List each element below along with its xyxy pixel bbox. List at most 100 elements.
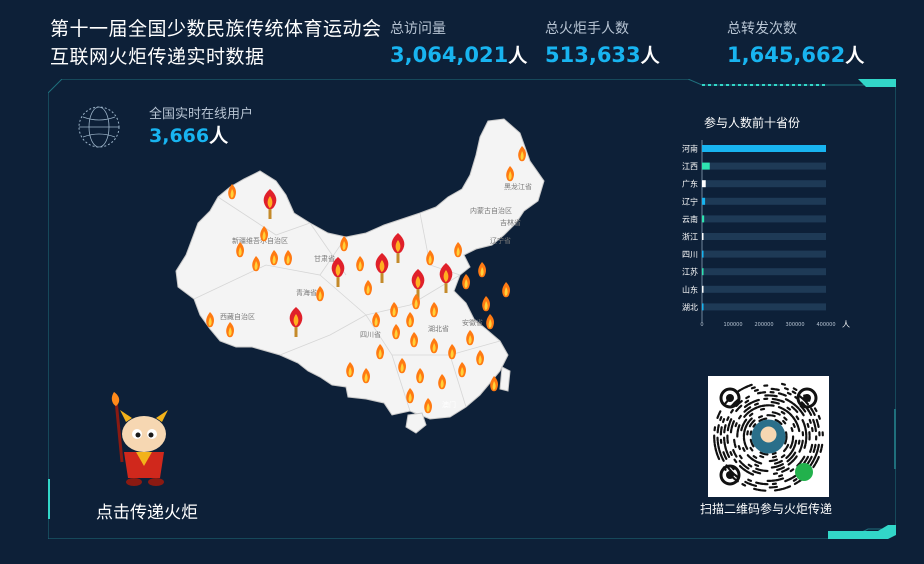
qr-module [785, 454, 790, 459]
qr-module [804, 400, 810, 406]
qr-module [778, 459, 783, 464]
qr-module [774, 388, 780, 392]
qr-module [752, 455, 758, 459]
qr-code [708, 376, 829, 497]
qr-module [806, 407, 811, 413]
qr-module [738, 414, 742, 420]
x-tick-label: 200000 [754, 322, 773, 328]
qr-module [717, 424, 720, 430]
stat-unit: 人 [640, 45, 660, 67]
bar-label: 湖北 [682, 303, 698, 312]
qr-module [737, 445, 741, 451]
qr-module [747, 463, 753, 468]
qr-module [732, 400, 737, 406]
qr-module [786, 391, 792, 396]
qr-module [792, 443, 797, 449]
qr-module [794, 419, 798, 425]
qr-module [744, 399, 750, 404]
qr-module [791, 474, 797, 479]
qr-module [733, 452, 738, 458]
qr-module [806, 459, 811, 465]
stat-total-torchbearers: 总火炬手人数 513,633人 [545, 18, 660, 68]
bar-track [702, 250, 826, 258]
qr-module [750, 400, 756, 404]
qr-module [814, 459, 819, 465]
qr-module [753, 388, 759, 392]
qr-module [748, 417, 753, 422]
qr-module [798, 395, 804, 400]
stat-total-shares: 总转发次数 1,645,662人 [727, 18, 864, 68]
relay-torch-button[interactable]: 点击传递火炬 [96, 503, 198, 523]
qr-module [719, 453, 723, 459]
qr-module [777, 392, 783, 396]
qr-module [774, 464, 781, 468]
qr-module [773, 461, 780, 465]
dragon-mascot [111, 392, 168, 486]
qr-module [743, 418, 748, 424]
qr-module [774, 478, 781, 482]
qr-finder [796, 387, 818, 409]
qr-module [812, 411, 816, 416]
qr-module [750, 386, 756, 390]
qr-module [743, 413, 748, 418]
qr-finder-dot [726, 394, 734, 402]
qr-module [721, 457, 725, 462]
bar-track [702, 303, 826, 311]
qr-module [749, 430, 753, 436]
bar [702, 285, 704, 293]
qr-module [812, 418, 816, 424]
qr-module [719, 416, 723, 422]
qr-mascot-face [760, 426, 777, 443]
map-label-hubei: 湖北省 [428, 324, 449, 333]
qr-module [781, 393, 787, 397]
qr-module [800, 401, 806, 406]
qr-module [762, 417, 768, 421]
qr-module [776, 467, 782, 472]
qr-module [790, 426, 794, 433]
qr-module [725, 449, 729, 455]
qr-module [788, 400, 794, 404]
bar-label: 江西 [682, 162, 698, 171]
qr-module [772, 472, 779, 475]
qr-module [738, 399, 743, 405]
map-label-gansu: 甘肃省 [314, 254, 335, 263]
qr-module [742, 447, 746, 452]
map-label-sichuan: 四川省 [360, 330, 381, 339]
qr-module [740, 386, 746, 391]
qr-module [759, 451, 765, 455]
qr-module [809, 455, 813, 461]
qr-module [750, 442, 755, 448]
qr-module [717, 410, 722, 416]
qr-module [757, 461, 763, 465]
qr-module [816, 422, 820, 428]
qr-module [727, 422, 731, 428]
qr-finder [719, 464, 741, 486]
wechat-mini-program-icon [795, 463, 813, 481]
qr-module [760, 407, 766, 411]
qr-module [797, 439, 801, 445]
qr-module [716, 455, 721, 461]
qr-module [789, 443, 793, 449]
qr-module [791, 415, 796, 421]
qr-module [730, 424, 734, 430]
qr-module [804, 426, 807, 433]
bar [702, 303, 704, 311]
qr-module [733, 458, 738, 464]
qr-module [747, 478, 753, 482]
qr-module [793, 481, 799, 486]
qr-module [803, 422, 807, 428]
bar [702, 268, 704, 276]
qr-module [793, 455, 798, 460]
bar-track [702, 180, 826, 188]
qr-module [729, 451, 733, 456]
qr-module [714, 447, 718, 453]
qr-module [746, 454, 752, 459]
qr-module [810, 459, 815, 465]
qr-module [736, 428, 740, 434]
map-label-qinghai: 青海省 [296, 288, 317, 297]
qr-module [784, 439, 788, 445]
qr-module [733, 473, 739, 478]
qr-module [722, 451, 726, 457]
qr-module [741, 463, 747, 468]
